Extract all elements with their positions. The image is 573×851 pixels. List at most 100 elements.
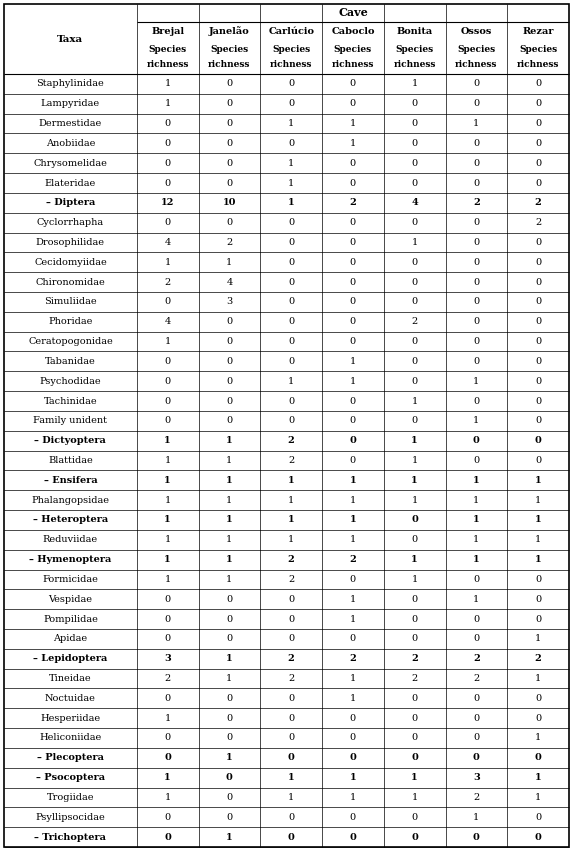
Text: 0: 0 (226, 317, 233, 326)
Text: 3: 3 (164, 654, 171, 663)
Text: 2: 2 (473, 674, 480, 683)
Text: 0: 0 (473, 158, 480, 168)
Text: 0: 0 (535, 753, 541, 762)
Text: 0: 0 (350, 298, 356, 306)
Text: 1: 1 (411, 397, 418, 406)
Text: 1: 1 (164, 535, 171, 545)
Text: 0: 0 (226, 714, 233, 722)
Text: 0: 0 (473, 714, 480, 722)
Text: 2: 2 (535, 218, 541, 227)
Text: Cecidomyiidae: Cecidomyiidae (34, 258, 107, 267)
Text: 0: 0 (288, 218, 294, 227)
Text: 2: 2 (473, 198, 480, 208)
Text: 1: 1 (164, 437, 171, 445)
Text: 0: 0 (350, 258, 356, 267)
Text: 0: 0 (226, 614, 233, 624)
Text: 0: 0 (226, 813, 233, 822)
Text: 0: 0 (535, 832, 541, 842)
Text: Taxa: Taxa (57, 35, 84, 43)
Text: Psychodidae: Psychodidae (40, 377, 101, 386)
Text: 0: 0 (411, 813, 418, 822)
Text: – Hymenoptera: – Hymenoptera (29, 555, 112, 564)
Text: 1: 1 (288, 198, 295, 208)
Text: 0: 0 (535, 258, 541, 267)
Text: 0: 0 (473, 100, 480, 108)
Text: 0: 0 (226, 595, 233, 603)
Text: 0: 0 (288, 832, 295, 842)
Text: 0: 0 (226, 416, 233, 426)
Text: 2: 2 (288, 674, 295, 683)
Text: Noctuidae: Noctuidae (45, 694, 96, 703)
Text: Carlúcio: Carlúcio (268, 27, 314, 36)
Text: Species: Species (210, 44, 249, 54)
Text: Drosophilidae: Drosophilidae (36, 238, 105, 247)
Text: – Plecoptera: – Plecoptera (37, 753, 104, 762)
Text: 0: 0 (473, 456, 480, 465)
Text: 0: 0 (164, 179, 171, 187)
Text: 0: 0 (535, 238, 541, 247)
Text: 1: 1 (226, 437, 233, 445)
Text: 0: 0 (473, 734, 480, 742)
Text: 2: 2 (288, 555, 295, 564)
Text: 0: 0 (535, 614, 541, 624)
Text: 1: 1 (350, 535, 356, 545)
Text: 0: 0 (411, 100, 418, 108)
Text: 1: 1 (288, 793, 295, 802)
Text: 1: 1 (350, 793, 356, 802)
Text: – Heteroptera: – Heteroptera (33, 516, 108, 524)
Text: Pompilidae: Pompilidae (43, 614, 98, 624)
Text: 1: 1 (226, 832, 233, 842)
Text: 4: 4 (164, 238, 171, 247)
Text: 0: 0 (164, 694, 171, 703)
Text: 1: 1 (226, 674, 233, 683)
Text: 0: 0 (288, 753, 295, 762)
Text: 0: 0 (535, 437, 541, 445)
Text: Janelão: Janelão (209, 26, 250, 37)
Text: 1: 1 (535, 734, 541, 742)
Text: 0: 0 (350, 277, 356, 287)
Text: 0: 0 (288, 139, 294, 148)
Text: 0: 0 (350, 416, 356, 426)
Text: 4: 4 (411, 198, 418, 208)
Text: 0: 0 (473, 238, 480, 247)
Text: 2: 2 (535, 654, 541, 663)
Text: Dermestidae: Dermestidae (39, 119, 102, 128)
Text: 0: 0 (350, 100, 356, 108)
Text: 1: 1 (288, 119, 295, 128)
Text: 0: 0 (411, 714, 418, 722)
Text: 0: 0 (350, 158, 356, 168)
Text: Species: Species (519, 44, 557, 54)
Text: 0: 0 (411, 258, 418, 267)
Text: 2: 2 (473, 793, 480, 802)
Text: 0: 0 (535, 416, 541, 426)
Text: 0: 0 (411, 595, 418, 603)
Text: 0: 0 (535, 575, 541, 584)
Text: 0: 0 (350, 79, 356, 89)
Text: 1: 1 (535, 634, 541, 643)
Text: – Lepidoptera: – Lepidoptera (33, 654, 108, 663)
Text: 2: 2 (411, 317, 418, 326)
Text: 0: 0 (164, 119, 171, 128)
Text: 0: 0 (411, 377, 418, 386)
Text: 0: 0 (350, 317, 356, 326)
Text: 2: 2 (350, 198, 356, 208)
Text: 1: 1 (288, 495, 295, 505)
Text: 0: 0 (411, 298, 418, 306)
Text: 2: 2 (473, 654, 480, 663)
Text: 1: 1 (350, 595, 356, 603)
Text: 1: 1 (164, 258, 171, 267)
Text: 1: 1 (411, 476, 418, 485)
Text: 0: 0 (535, 397, 541, 406)
Text: 0: 0 (535, 158, 541, 168)
Text: Species: Species (457, 44, 496, 54)
Text: richness: richness (394, 60, 436, 69)
Text: Ossos: Ossos (461, 27, 492, 36)
Text: 1: 1 (411, 456, 418, 465)
Text: 1: 1 (288, 476, 295, 485)
Text: 0: 0 (473, 337, 480, 346)
Text: 0: 0 (535, 79, 541, 89)
Text: 0: 0 (350, 575, 356, 584)
Text: 0: 0 (288, 337, 294, 346)
Text: 0: 0 (473, 79, 480, 89)
Text: Species: Species (334, 44, 372, 54)
